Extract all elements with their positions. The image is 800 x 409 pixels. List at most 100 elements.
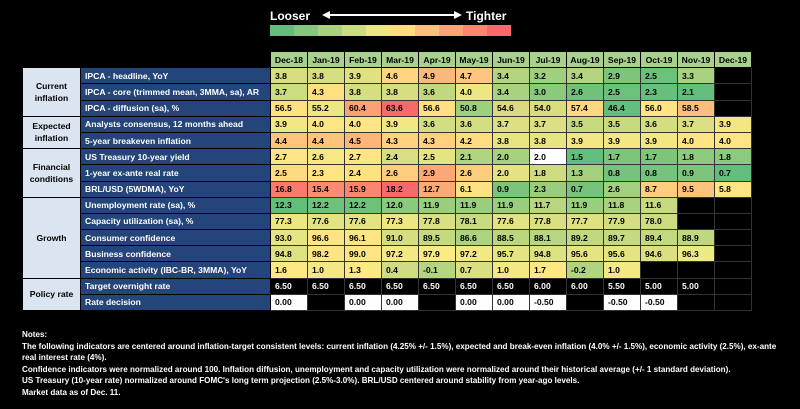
value-cell: 86.6: [455, 229, 493, 247]
note-line: The following indicators are centered ar…: [22, 341, 777, 363]
table-row: Capacity utilization (sa), % 77.3 77.6 77.6…: [23, 212, 752, 231]
value-cell: 3.7: [270, 83, 308, 101]
value-cell: 95.6: [603, 245, 641, 263]
value-cell: [714, 245, 752, 263]
table-row: IPCA - core (trimmed mean, 3MMA, sa), AR…: [23, 83, 752, 101]
value-cell: 3.6: [418, 83, 456, 101]
value-cell: 77.6: [492, 212, 530, 231]
value-cell: 77.8: [529, 212, 567, 231]
month-header: Oct-19: [640, 50, 678, 69]
value-cell: 3.7: [677, 115, 715, 133]
value-cell: 57.4: [566, 99, 604, 117]
month-header: Apr-19: [418, 50, 456, 69]
value-cell: 11.9: [455, 196, 493, 214]
value-cell: -0.50: [640, 293, 678, 312]
scale-swatch: [414, 25, 439, 36]
value-cell: 3.6: [640, 115, 678, 133]
table-row: Economic activity (IBC-BR, 3MMA), YoY 1.6…: [23, 261, 752, 279]
value-cell: 2.0: [529, 148, 567, 166]
legend-looser-label: Looser: [270, 9, 311, 23]
value-cell: 3.4: [566, 67, 604, 85]
value-cell: 3.9: [603, 131, 641, 150]
header-spacer: [80, 51, 271, 68]
value-cell: 6.00: [529, 277, 567, 295]
indicator-label: Economic activity (IBC-BR, 3MMA), YoY: [80, 261, 271, 279]
scale-swatch: [438, 25, 463, 36]
month-header: Jan-19: [307, 50, 345, 69]
month-header-row: Dec-18 Jan-19 Feb-19 Mar-19 Apr-19 May-19 Jun-…: [22, 50, 752, 69]
value-cell: 89.2: [566, 229, 604, 247]
value-cell: 3.8: [344, 83, 382, 101]
table-row: Current inflation IPCA - headline, YoY 3.8…: [22, 67, 752, 117]
value-cell: 11.7: [529, 196, 567, 214]
table-row: Expected inflation Analysts consensus, 12…: [22, 115, 752, 150]
value-cell: 2.3: [640, 83, 678, 101]
value-cell: 1.5: [566, 148, 604, 166]
scale-swatch: [270, 25, 295, 36]
value-cell: 0.00: [344, 293, 382, 312]
value-cell: 77.7: [566, 212, 604, 231]
value-cell: 2.4: [381, 148, 419, 166]
value-cell: 3.9: [640, 131, 678, 150]
month-header: Feb-19: [344, 50, 382, 69]
value-cell: 2.6: [307, 148, 345, 166]
value-cell: 97.2: [381, 245, 419, 263]
value-cell: 0.8: [603, 164, 641, 182]
value-cell: 4.4: [307, 131, 345, 150]
value-cell: 2.5: [270, 164, 308, 182]
color-scale-legend: [270, 25, 511, 36]
legend-tighter-label: Tighter: [466, 9, 507, 23]
value-cell: 77.8: [418, 212, 456, 231]
value-cell: 0.7: [566, 180, 604, 198]
value-cell: 2.1: [677, 83, 715, 101]
month-header: May-19: [455, 50, 493, 69]
note-line: Confidence indicators were normalized ar…: [22, 364, 731, 374]
value-cell: 1.7: [603, 148, 641, 166]
value-cell: 2.5: [603, 83, 641, 101]
value-cell: 9.5: [677, 180, 715, 198]
scale-swatch: [294, 25, 319, 36]
value-cell: 3.9: [566, 131, 604, 150]
value-cell: 56.6: [418, 99, 456, 117]
value-cell: 3.5: [603, 115, 641, 133]
value-cell: 3.3: [677, 67, 715, 85]
value-cell: [677, 261, 715, 279]
value-cell: 8.7: [640, 180, 678, 198]
value-cell: 5.8: [714, 180, 752, 198]
value-cell: [714, 277, 752, 295]
value-cell: 2.4: [344, 164, 382, 182]
value-cell: 96.3: [677, 245, 715, 263]
value-cell: [714, 261, 752, 279]
value-cell: 98.2: [307, 245, 345, 263]
scale-swatch: [462, 25, 487, 36]
value-cell: 4.6: [381, 67, 419, 85]
value-cell: 5.00: [640, 277, 678, 295]
value-cell: 1.7: [529, 261, 567, 279]
value-cell: 3.9: [381, 115, 419, 133]
value-cell: 2.5: [640, 67, 678, 85]
value-cell: 6.50: [307, 277, 345, 295]
value-cell: 11.8: [603, 196, 641, 214]
value-cell: 2.9: [418, 164, 456, 182]
value-cell: 2.6: [455, 164, 493, 182]
month-header: Sep-19: [603, 50, 641, 69]
value-cell: 2.6: [603, 180, 641, 198]
value-cell: 6.00: [566, 277, 604, 295]
value-cell: 6.1: [455, 180, 493, 198]
value-cell: 3.2: [529, 67, 567, 85]
value-cell: 3.5: [566, 115, 604, 133]
value-cell: 78.1: [455, 212, 493, 231]
value-cell: 6.50: [418, 277, 456, 295]
table-row: Business confidence 94.8 98.2 99.0 97.2 97.9 9…: [23, 245, 752, 263]
value-cell: [677, 196, 715, 214]
value-cell: 4.4: [270, 131, 308, 150]
value-cell: -0.50: [529, 293, 567, 312]
note-line: Market data as of Dec. 11.: [22, 387, 121, 397]
scale-swatch: [486, 25, 511, 36]
value-cell: 1.0: [307, 261, 345, 279]
value-cell: 3.9: [344, 67, 382, 85]
value-cell: 2.3: [307, 164, 345, 182]
value-cell: 5.00: [677, 277, 715, 295]
value-cell: 94.6: [640, 245, 678, 263]
value-cell: -0.2: [566, 261, 604, 279]
